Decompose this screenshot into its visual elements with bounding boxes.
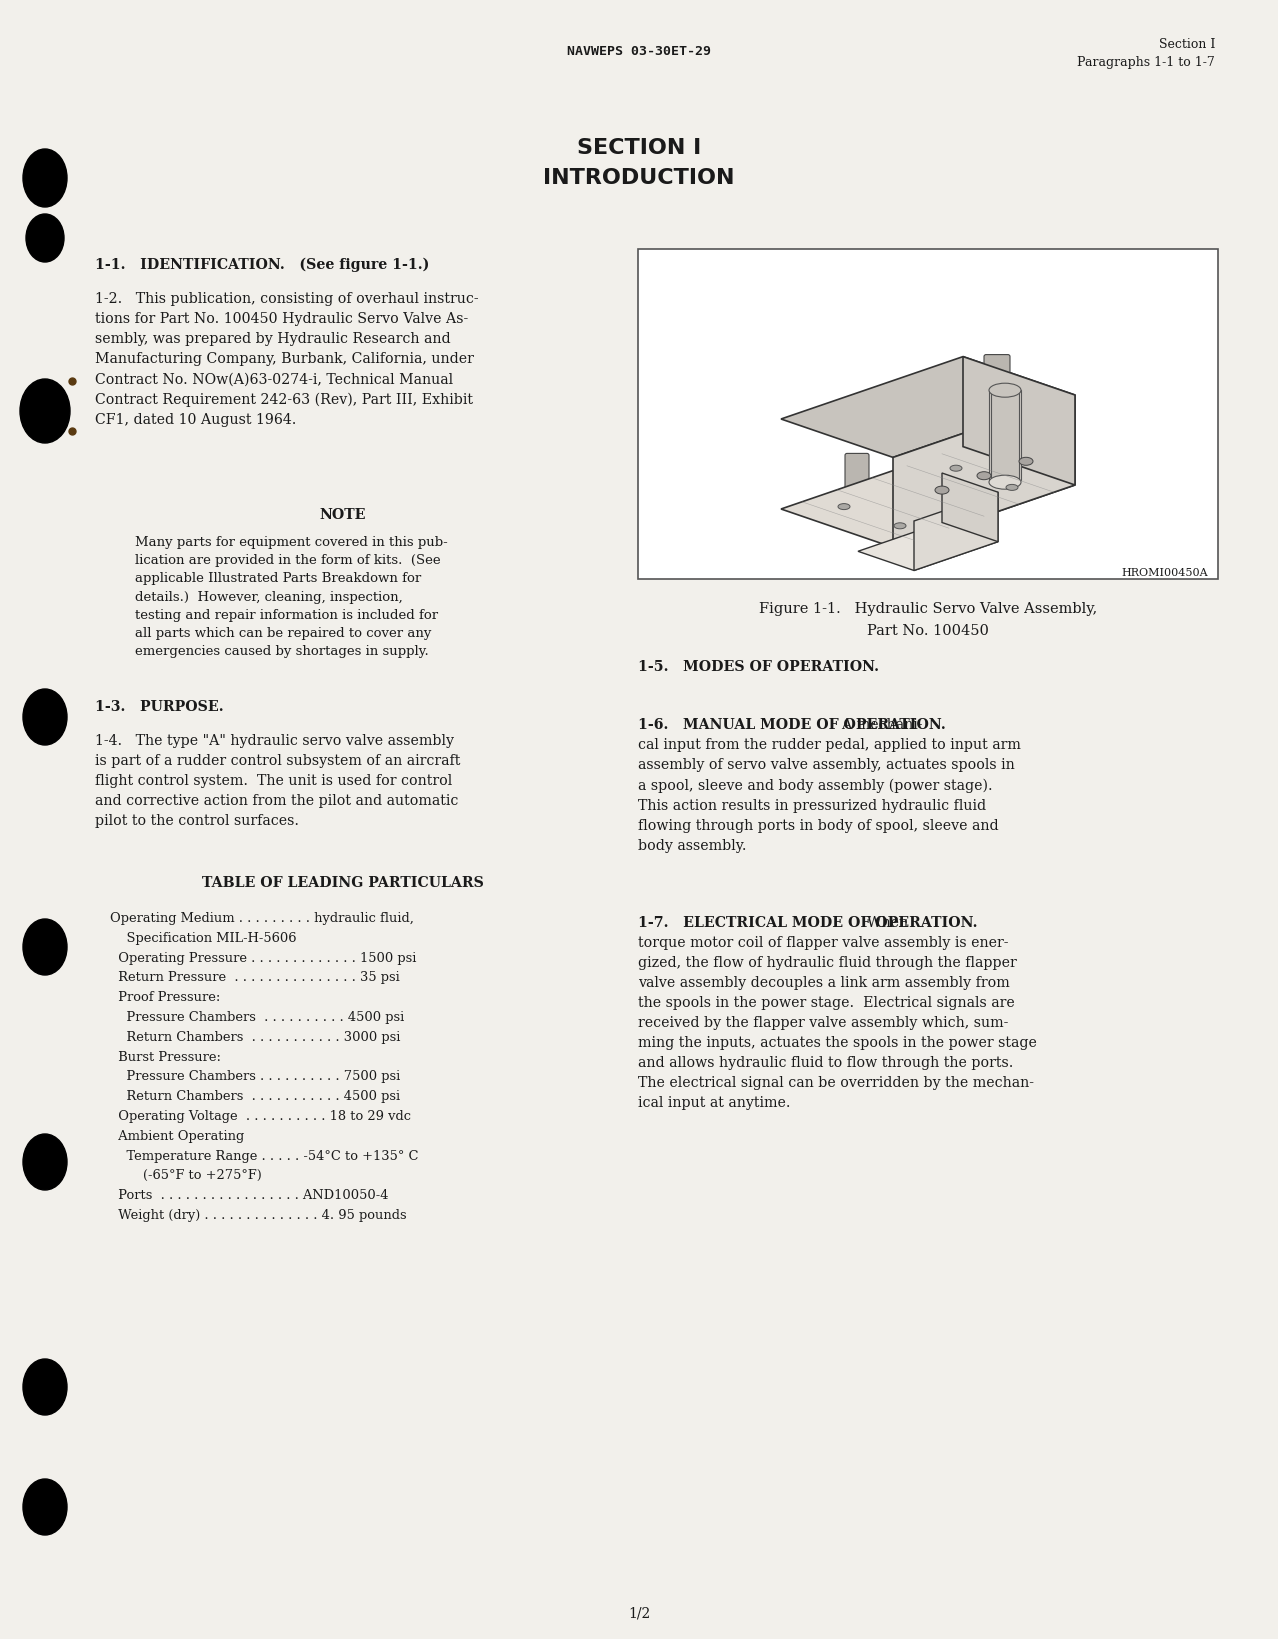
Ellipse shape: [20, 380, 70, 444]
Ellipse shape: [26, 215, 64, 262]
Text: Section I: Section I: [1159, 38, 1215, 51]
Ellipse shape: [1019, 457, 1033, 465]
Text: Temperature Range . . . . . -54°C to +135° C: Temperature Range . . . . . -54°C to +13…: [110, 1149, 418, 1162]
Text: Ambient Operating: Ambient Operating: [110, 1129, 244, 1142]
Text: Burst Pressure:: Burst Pressure:: [110, 1051, 221, 1064]
Ellipse shape: [23, 1134, 66, 1190]
Polygon shape: [942, 474, 998, 543]
Text: 1-1.   IDENTIFICATION.   (See figure 1-1.): 1-1. IDENTIFICATION. (See figure 1-1.): [95, 257, 429, 272]
Text: Ports  . . . . . . . . . . . . . . . . . AND10050-4: Ports . . . . . . . . . . . . . . . . . …: [110, 1188, 389, 1201]
Text: Many parts for equipment covered in this pub-
lication are provided in the form : Many parts for equipment covered in this…: [135, 536, 447, 657]
Text: 1-3.   PURPOSE.: 1-3. PURPOSE.: [95, 700, 224, 713]
Ellipse shape: [23, 1478, 66, 1536]
Text: INTRODUCTION: INTRODUCTION: [543, 167, 735, 188]
FancyBboxPatch shape: [984, 356, 1010, 395]
Text: TABLE OF LEADING PARTICULARS: TABLE OF LEADING PARTICULARS: [202, 875, 483, 890]
Text: Part No. 100450: Part No. 100450: [866, 623, 989, 638]
Text: Return Pressure  . . . . . . . . . . . . . . . 35 psi: Return Pressure . . . . . . . . . . . . …: [110, 970, 400, 983]
Text: Return Chambers  . . . . . . . . . . . 4500 psi: Return Chambers . . . . . . . . . . . 45…: [110, 1090, 400, 1103]
Text: NAVWEPS 03-30ET-29: NAVWEPS 03-30ET-29: [567, 44, 711, 57]
Text: A mechani-: A mechani-: [833, 718, 923, 731]
Polygon shape: [781, 357, 1075, 459]
Polygon shape: [914, 493, 998, 570]
Text: Pressure Chambers . . . . . . . . . . 7500 psi: Pressure Chambers . . . . . . . . . . 75…: [110, 1070, 400, 1083]
Polygon shape: [781, 447, 1075, 547]
Text: 1-7.   ELECTRICAL MODE OF OPERATION.: 1-7. ELECTRICAL MODE OF OPERATION.: [638, 916, 978, 929]
Text: 1/2: 1/2: [627, 1606, 651, 1619]
Text: Operating Medium . . . . . . . . . hydraulic fluid,: Operating Medium . . . . . . . . . hydra…: [110, 911, 414, 924]
Text: 1-6.   MANUAL MODE OF OPERATION.: 1-6. MANUAL MODE OF OPERATION.: [638, 718, 946, 731]
Text: 1-5.   MODES OF OPERATION.: 1-5. MODES OF OPERATION.: [638, 659, 879, 674]
FancyBboxPatch shape: [845, 454, 869, 498]
Ellipse shape: [935, 487, 950, 495]
Text: torque motor coil of flapper valve assembly is ener-
gized, the flow of hydrauli: torque motor coil of flapper valve assem…: [638, 936, 1036, 1110]
Text: cal input from the rudder pedal, applied to input arm
assembly of servo valve as: cal input from the rudder pedal, applied…: [638, 738, 1021, 852]
Ellipse shape: [23, 1359, 66, 1414]
Ellipse shape: [23, 149, 66, 208]
Text: Weight (dry) . . . . . . . . . . . . . . 4. 95 pounds: Weight (dry) . . . . . . . . . . . . . .…: [110, 1208, 406, 1221]
Ellipse shape: [976, 472, 990, 480]
Ellipse shape: [23, 690, 66, 746]
Text: (-65°F to +275°F): (-65°F to +275°F): [110, 1169, 262, 1182]
Polygon shape: [893, 395, 1075, 547]
Ellipse shape: [838, 505, 850, 510]
Text: Operating Voltage  . . . . . . . . . . 18 to 29 vdc: Operating Voltage . . . . . . . . . . 18…: [110, 1110, 412, 1123]
Text: HROMI00450A: HROMI00450A: [1121, 567, 1208, 577]
Polygon shape: [989, 392, 1021, 480]
Ellipse shape: [23, 919, 66, 975]
Text: Proof Pressure:: Proof Pressure:: [110, 990, 220, 1003]
Text: Operating Pressure . . . . . . . . . . . . . 1500 psi: Operating Pressure . . . . . . . . . . .…: [110, 951, 417, 964]
Ellipse shape: [989, 475, 1021, 490]
Text: Paragraphs 1-1 to 1-7: Paragraphs 1-1 to 1-7: [1077, 56, 1215, 69]
Polygon shape: [990, 392, 1019, 480]
Text: Pressure Chambers  . . . . . . . . . . 4500 psi: Pressure Chambers . . . . . . . . . . 45…: [110, 1010, 404, 1023]
Ellipse shape: [1006, 485, 1019, 492]
Ellipse shape: [950, 465, 962, 472]
Text: Specification MIL-H-5606: Specification MIL-H-5606: [110, 931, 296, 944]
Polygon shape: [858, 523, 998, 570]
Polygon shape: [964, 357, 1075, 485]
Text: NOTE: NOTE: [320, 508, 366, 521]
Text: Figure 1-1.   Hydraulic Servo Valve Assembly,: Figure 1-1. Hydraulic Servo Valve Assemb…: [759, 602, 1097, 616]
Text: Return Chambers  . . . . . . . . . . . 3000 psi: Return Chambers . . . . . . . . . . . 30…: [110, 1031, 400, 1042]
Ellipse shape: [989, 384, 1021, 398]
Bar: [638, 249, 1218, 580]
Text: 1-2.   This publication, consisting of overhaul instruc-
tions for Part No. 1004: 1-2. This publication, consisting of ove…: [95, 292, 479, 426]
Text: When: When: [858, 916, 907, 929]
Text: 1-4.   The type "A" hydraulic servo valve assembly
is part of a rudder control s: 1-4. The type "A" hydraulic servo valve …: [95, 734, 460, 828]
Text: SECTION I: SECTION I: [576, 138, 702, 157]
Ellipse shape: [895, 523, 906, 529]
